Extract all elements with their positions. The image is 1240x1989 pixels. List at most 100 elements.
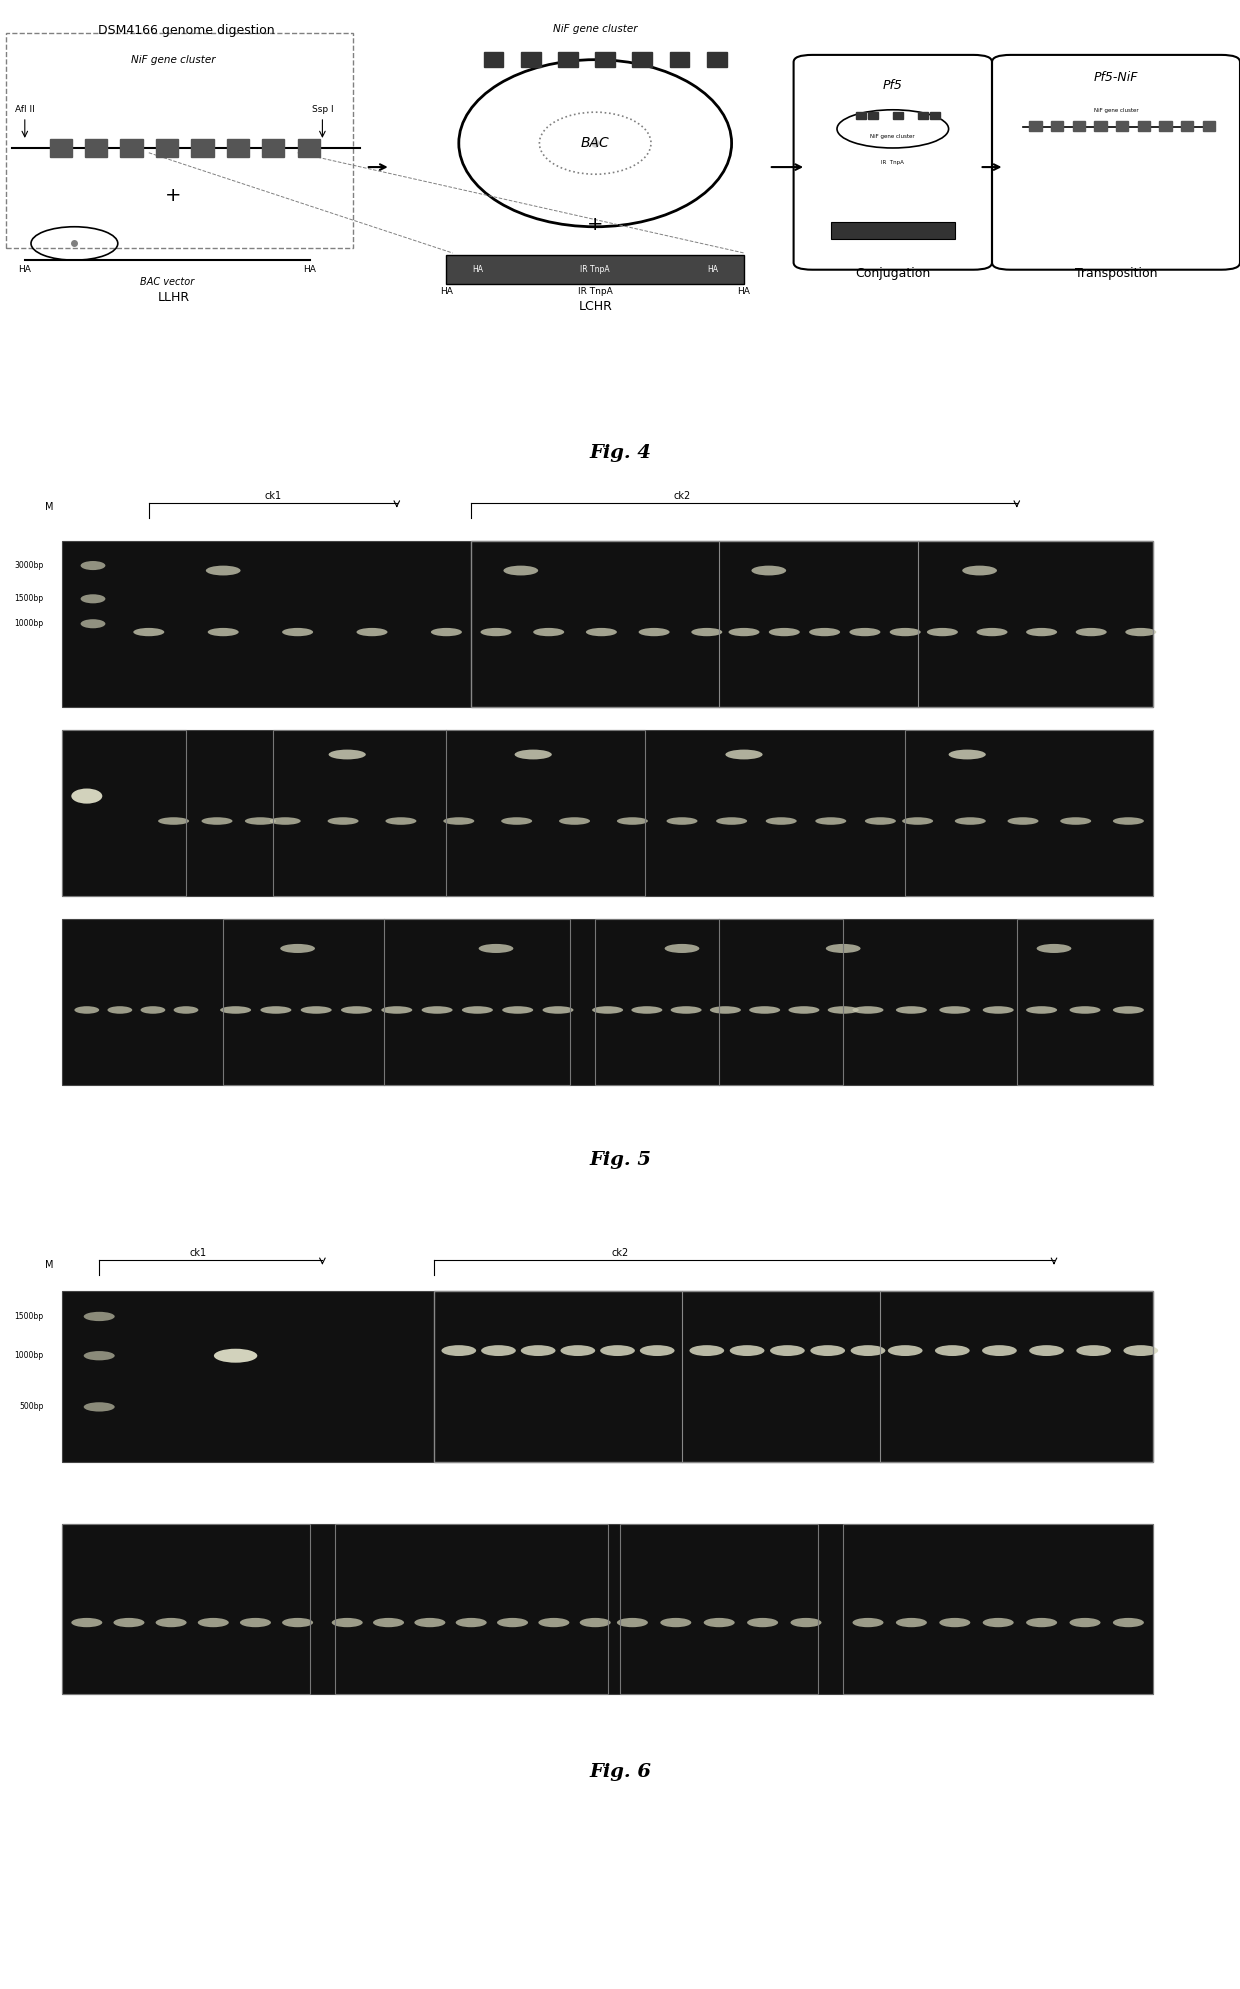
Ellipse shape bbox=[709, 1006, 742, 1014]
Ellipse shape bbox=[481, 629, 511, 636]
Bar bbox=[521, 52, 541, 68]
Text: HA: HA bbox=[440, 286, 453, 296]
Ellipse shape bbox=[895, 1617, 928, 1627]
Bar bbox=[1159, 121, 1172, 131]
Ellipse shape bbox=[327, 817, 358, 825]
Ellipse shape bbox=[463, 1006, 494, 1014]
Ellipse shape bbox=[935, 1345, 970, 1356]
Ellipse shape bbox=[746, 1617, 779, 1627]
Text: +: + bbox=[165, 187, 182, 205]
Ellipse shape bbox=[81, 561, 105, 571]
Ellipse shape bbox=[903, 817, 934, 825]
Text: HA: HA bbox=[708, 265, 718, 274]
Text: 1500bp: 1500bp bbox=[15, 1313, 43, 1321]
Text: Pf5-NiF: Pf5-NiF bbox=[1094, 72, 1138, 84]
Ellipse shape bbox=[618, 817, 649, 825]
Bar bbox=[484, 52, 503, 68]
Ellipse shape bbox=[749, 1006, 780, 1014]
Ellipse shape bbox=[1069, 1617, 1101, 1627]
Text: ck1: ck1 bbox=[264, 491, 281, 501]
Ellipse shape bbox=[81, 619, 105, 629]
Ellipse shape bbox=[1114, 1006, 1145, 1014]
Ellipse shape bbox=[1076, 629, 1107, 636]
Ellipse shape bbox=[828, 1006, 858, 1014]
Text: ck1: ck1 bbox=[190, 1247, 207, 1257]
Bar bbox=[893, 111, 903, 119]
Ellipse shape bbox=[1029, 1345, 1064, 1356]
Ellipse shape bbox=[729, 629, 759, 636]
Ellipse shape bbox=[441, 1345, 476, 1356]
Text: HA: HA bbox=[472, 265, 482, 274]
Ellipse shape bbox=[982, 1006, 1014, 1014]
Bar bbox=[620, 1524, 818, 1695]
Bar bbox=[1180, 121, 1193, 131]
Ellipse shape bbox=[246, 817, 277, 825]
Text: LLHR: LLHR bbox=[157, 290, 190, 304]
Ellipse shape bbox=[270, 817, 300, 825]
Ellipse shape bbox=[1027, 1006, 1058, 1014]
Ellipse shape bbox=[593, 1006, 624, 1014]
Bar bbox=[191, 139, 213, 157]
Text: IR TnpA: IR TnpA bbox=[580, 265, 610, 274]
Ellipse shape bbox=[456, 1617, 486, 1627]
Text: NiF gene cluster: NiF gene cluster bbox=[131, 56, 216, 66]
Ellipse shape bbox=[422, 1006, 453, 1014]
Ellipse shape bbox=[1126, 629, 1156, 636]
Ellipse shape bbox=[1069, 1006, 1101, 1014]
Ellipse shape bbox=[769, 629, 800, 636]
Ellipse shape bbox=[665, 945, 699, 953]
Ellipse shape bbox=[866, 817, 895, 825]
Ellipse shape bbox=[1123, 1345, 1158, 1356]
Ellipse shape bbox=[982, 1617, 1014, 1627]
Ellipse shape bbox=[481, 1345, 516, 1356]
Ellipse shape bbox=[940, 1617, 971, 1627]
Bar bbox=[62, 1524, 1153, 1695]
Text: 3000bp: 3000bp bbox=[14, 561, 43, 571]
Ellipse shape bbox=[382, 1006, 412, 1014]
Ellipse shape bbox=[515, 750, 552, 760]
Bar bbox=[50, 139, 72, 157]
Ellipse shape bbox=[283, 629, 312, 636]
Ellipse shape bbox=[357, 629, 387, 636]
Ellipse shape bbox=[671, 1006, 702, 1014]
Bar bbox=[434, 1291, 1153, 1462]
Text: Fig. 4: Fig. 4 bbox=[589, 444, 651, 463]
Bar bbox=[227, 139, 249, 157]
Ellipse shape bbox=[1037, 945, 1071, 953]
Bar bbox=[1094, 121, 1106, 131]
Ellipse shape bbox=[432, 629, 463, 636]
Bar bbox=[831, 223, 955, 239]
Text: M: M bbox=[46, 503, 53, 513]
Text: +: + bbox=[587, 215, 604, 235]
Bar bbox=[930, 111, 940, 119]
Ellipse shape bbox=[816, 817, 847, 825]
Ellipse shape bbox=[1007, 817, 1039, 825]
Ellipse shape bbox=[725, 750, 763, 760]
Ellipse shape bbox=[926, 629, 959, 636]
Ellipse shape bbox=[479, 945, 513, 953]
Ellipse shape bbox=[560, 1345, 595, 1356]
Bar bbox=[632, 52, 652, 68]
Bar bbox=[298, 139, 320, 157]
Ellipse shape bbox=[811, 1345, 846, 1356]
Ellipse shape bbox=[260, 1006, 291, 1014]
Bar bbox=[707, 52, 727, 68]
Ellipse shape bbox=[329, 750, 366, 760]
Bar bbox=[471, 541, 1153, 706]
Text: LCHR: LCHR bbox=[578, 300, 613, 314]
Ellipse shape bbox=[81, 595, 105, 603]
Bar bbox=[1138, 121, 1149, 131]
Ellipse shape bbox=[770, 1345, 805, 1356]
Ellipse shape bbox=[639, 629, 670, 636]
Text: 1000bp: 1000bp bbox=[15, 619, 43, 629]
Ellipse shape bbox=[241, 1617, 272, 1627]
Ellipse shape bbox=[895, 1006, 928, 1014]
Ellipse shape bbox=[766, 817, 797, 825]
Bar bbox=[905, 730, 1153, 895]
Ellipse shape bbox=[661, 1617, 692, 1627]
Ellipse shape bbox=[533, 629, 564, 636]
Ellipse shape bbox=[84, 1313, 114, 1321]
Bar bbox=[62, 1524, 310, 1695]
Ellipse shape bbox=[198, 1617, 228, 1627]
Text: 1000bp: 1000bp bbox=[15, 1351, 43, 1360]
